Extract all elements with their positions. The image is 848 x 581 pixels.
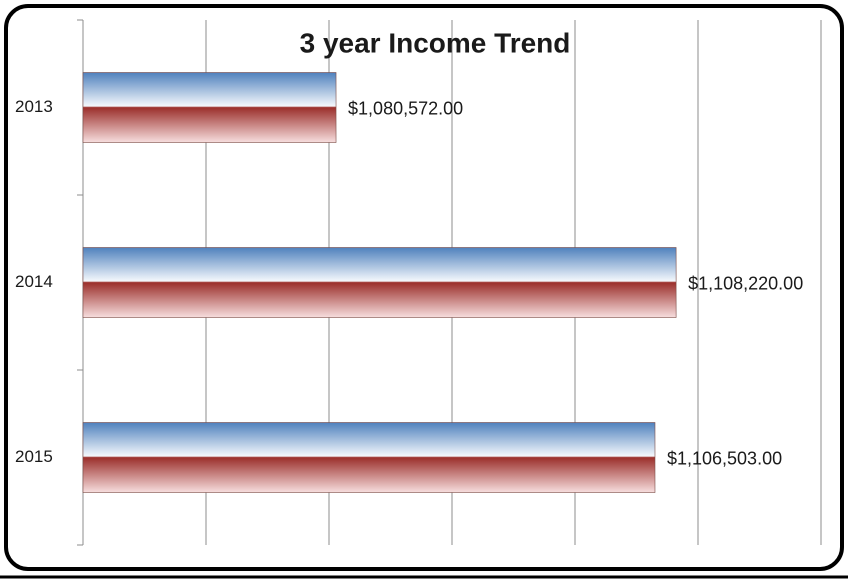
data-label: $1,080,572.00 bbox=[348, 98, 463, 118]
y-tick-label: 2015 bbox=[15, 447, 53, 466]
y-tick-label: 2013 bbox=[15, 97, 53, 116]
plot-area: 2013 $1,080,572.00 2014 $1,108,220.00 2015 $1… bbox=[15, 19, 822, 546]
bar bbox=[82, 247, 677, 318]
bar bbox=[82, 72, 337, 143]
bar bbox=[82, 422, 656, 493]
chart-title: 3 year Income Trend bbox=[300, 27, 571, 58]
y-tick-label: 2014 bbox=[15, 272, 53, 291]
data-label: $1,108,220.00 bbox=[688, 273, 803, 293]
data-label: $1,106,503.00 bbox=[667, 448, 782, 468]
